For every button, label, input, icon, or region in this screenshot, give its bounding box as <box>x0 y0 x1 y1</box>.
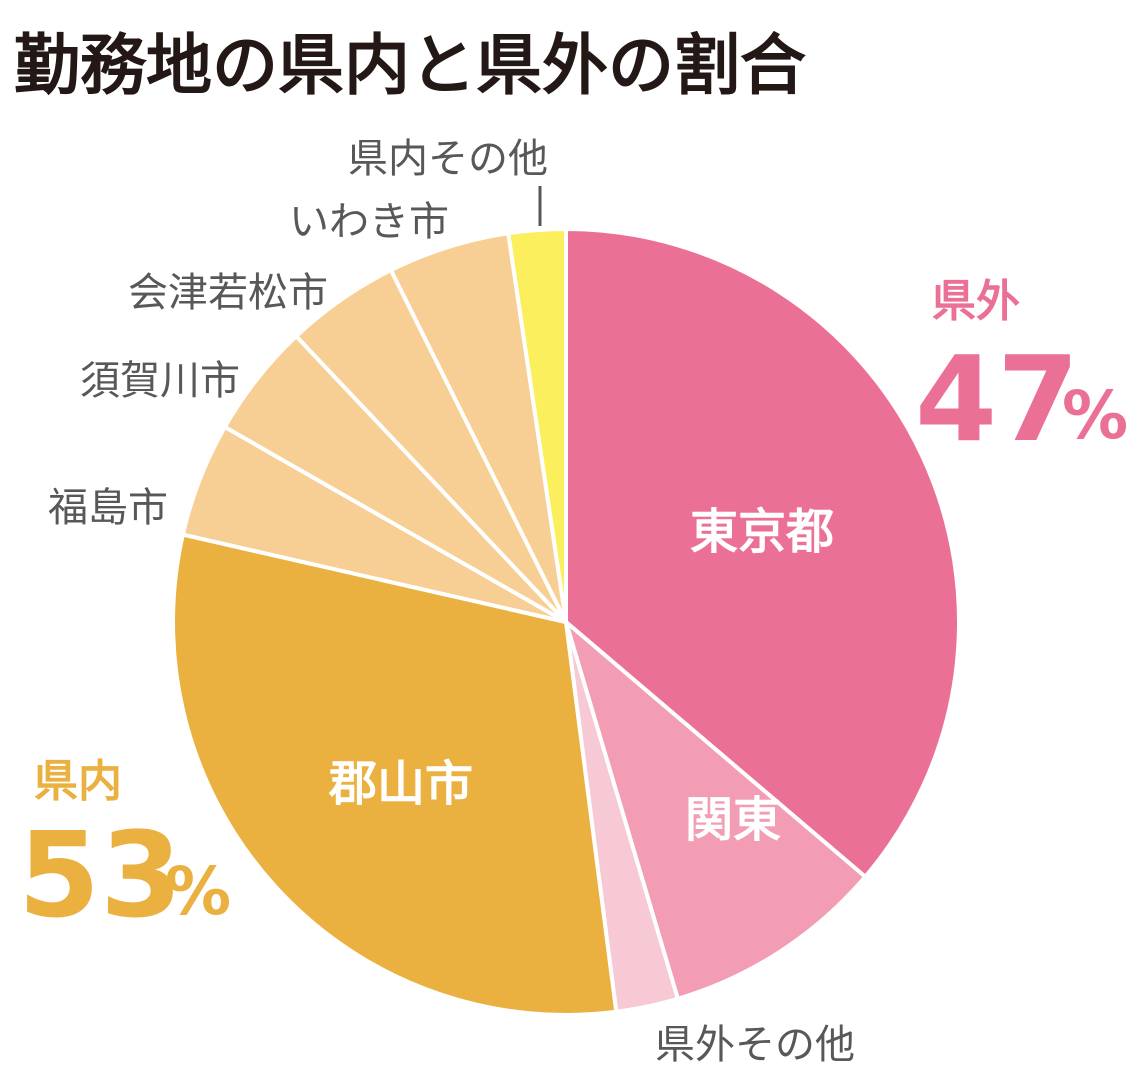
group-outside-percent-sign: % <box>1062 377 1128 454</box>
slice-label-2: 県外その他 <box>655 1022 855 1068</box>
pie-slice-0 <box>564 227 961 879</box>
chart-title: 勤務地の県内と県外の割合 <box>14 27 806 104</box>
group-inside-percent-sign: % <box>165 853 231 930</box>
slice-label-8: 県内その他 <box>348 136 548 182</box>
group-inside: 県内 53 % <box>18 756 231 944</box>
slice-label-0: 東京都 <box>690 504 834 560</box>
group-outside-percent: 47 <box>915 330 1079 468</box>
slice-label-3: 郡山市 <box>328 756 473 812</box>
slice-label-5: 須賀川市 <box>80 358 240 404</box>
pie-slice-8 <box>506 227 568 624</box>
group-outside-label: 県外 <box>932 276 1020 327</box>
slice-label-6: 会津若松市 <box>128 270 328 316</box>
slice-label-4: 福島市 <box>48 485 168 531</box>
slice-label-7: いわき市 <box>289 199 449 245</box>
group-inside-percent: 53 <box>18 806 182 944</box>
pie-slices <box>171 227 961 1017</box>
group-inside-label: 県内 <box>34 756 122 807</box>
group-outside: 県外 47 % <box>915 276 1128 468</box>
pie-slice-1 <box>564 620 868 1001</box>
slice-label-1: 関東 <box>685 792 781 848</box>
pie-slice-3 <box>171 532 619 1017</box>
